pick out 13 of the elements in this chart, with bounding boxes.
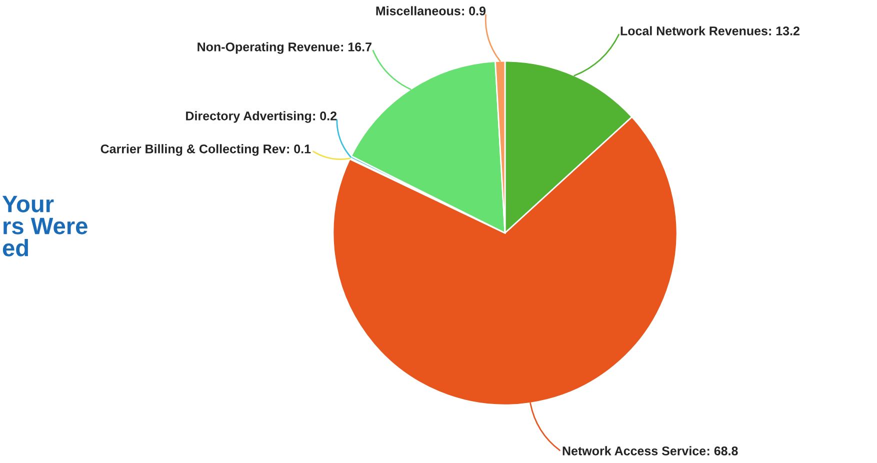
slice-label: Non-Operating Revenue (198, 42, 340, 54)
slice-label: Carrier Billing & Collecting Rev (100, 144, 286, 156)
slice-label: Miscellaneous (376, 6, 460, 16)
data-label: : 68.8 (707, 446, 738, 456)
data-label: : 0.1 (287, 144, 311, 154)
slice-label: Network Access Service (562, 446, 706, 456)
text: Your rs Were ed (2, 196, 88, 256)
slice-label: Local Network Revenues (620, 26, 768, 36)
data-label: : 0.9 (462, 6, 486, 16)
slice-label: Directory Advertising (186, 111, 312, 123)
data-label: : 13.2 (769, 26, 800, 36)
data-label: : 0.2 (313, 112, 336, 120)
data-label: : 16.7 (341, 42, 372, 52)
